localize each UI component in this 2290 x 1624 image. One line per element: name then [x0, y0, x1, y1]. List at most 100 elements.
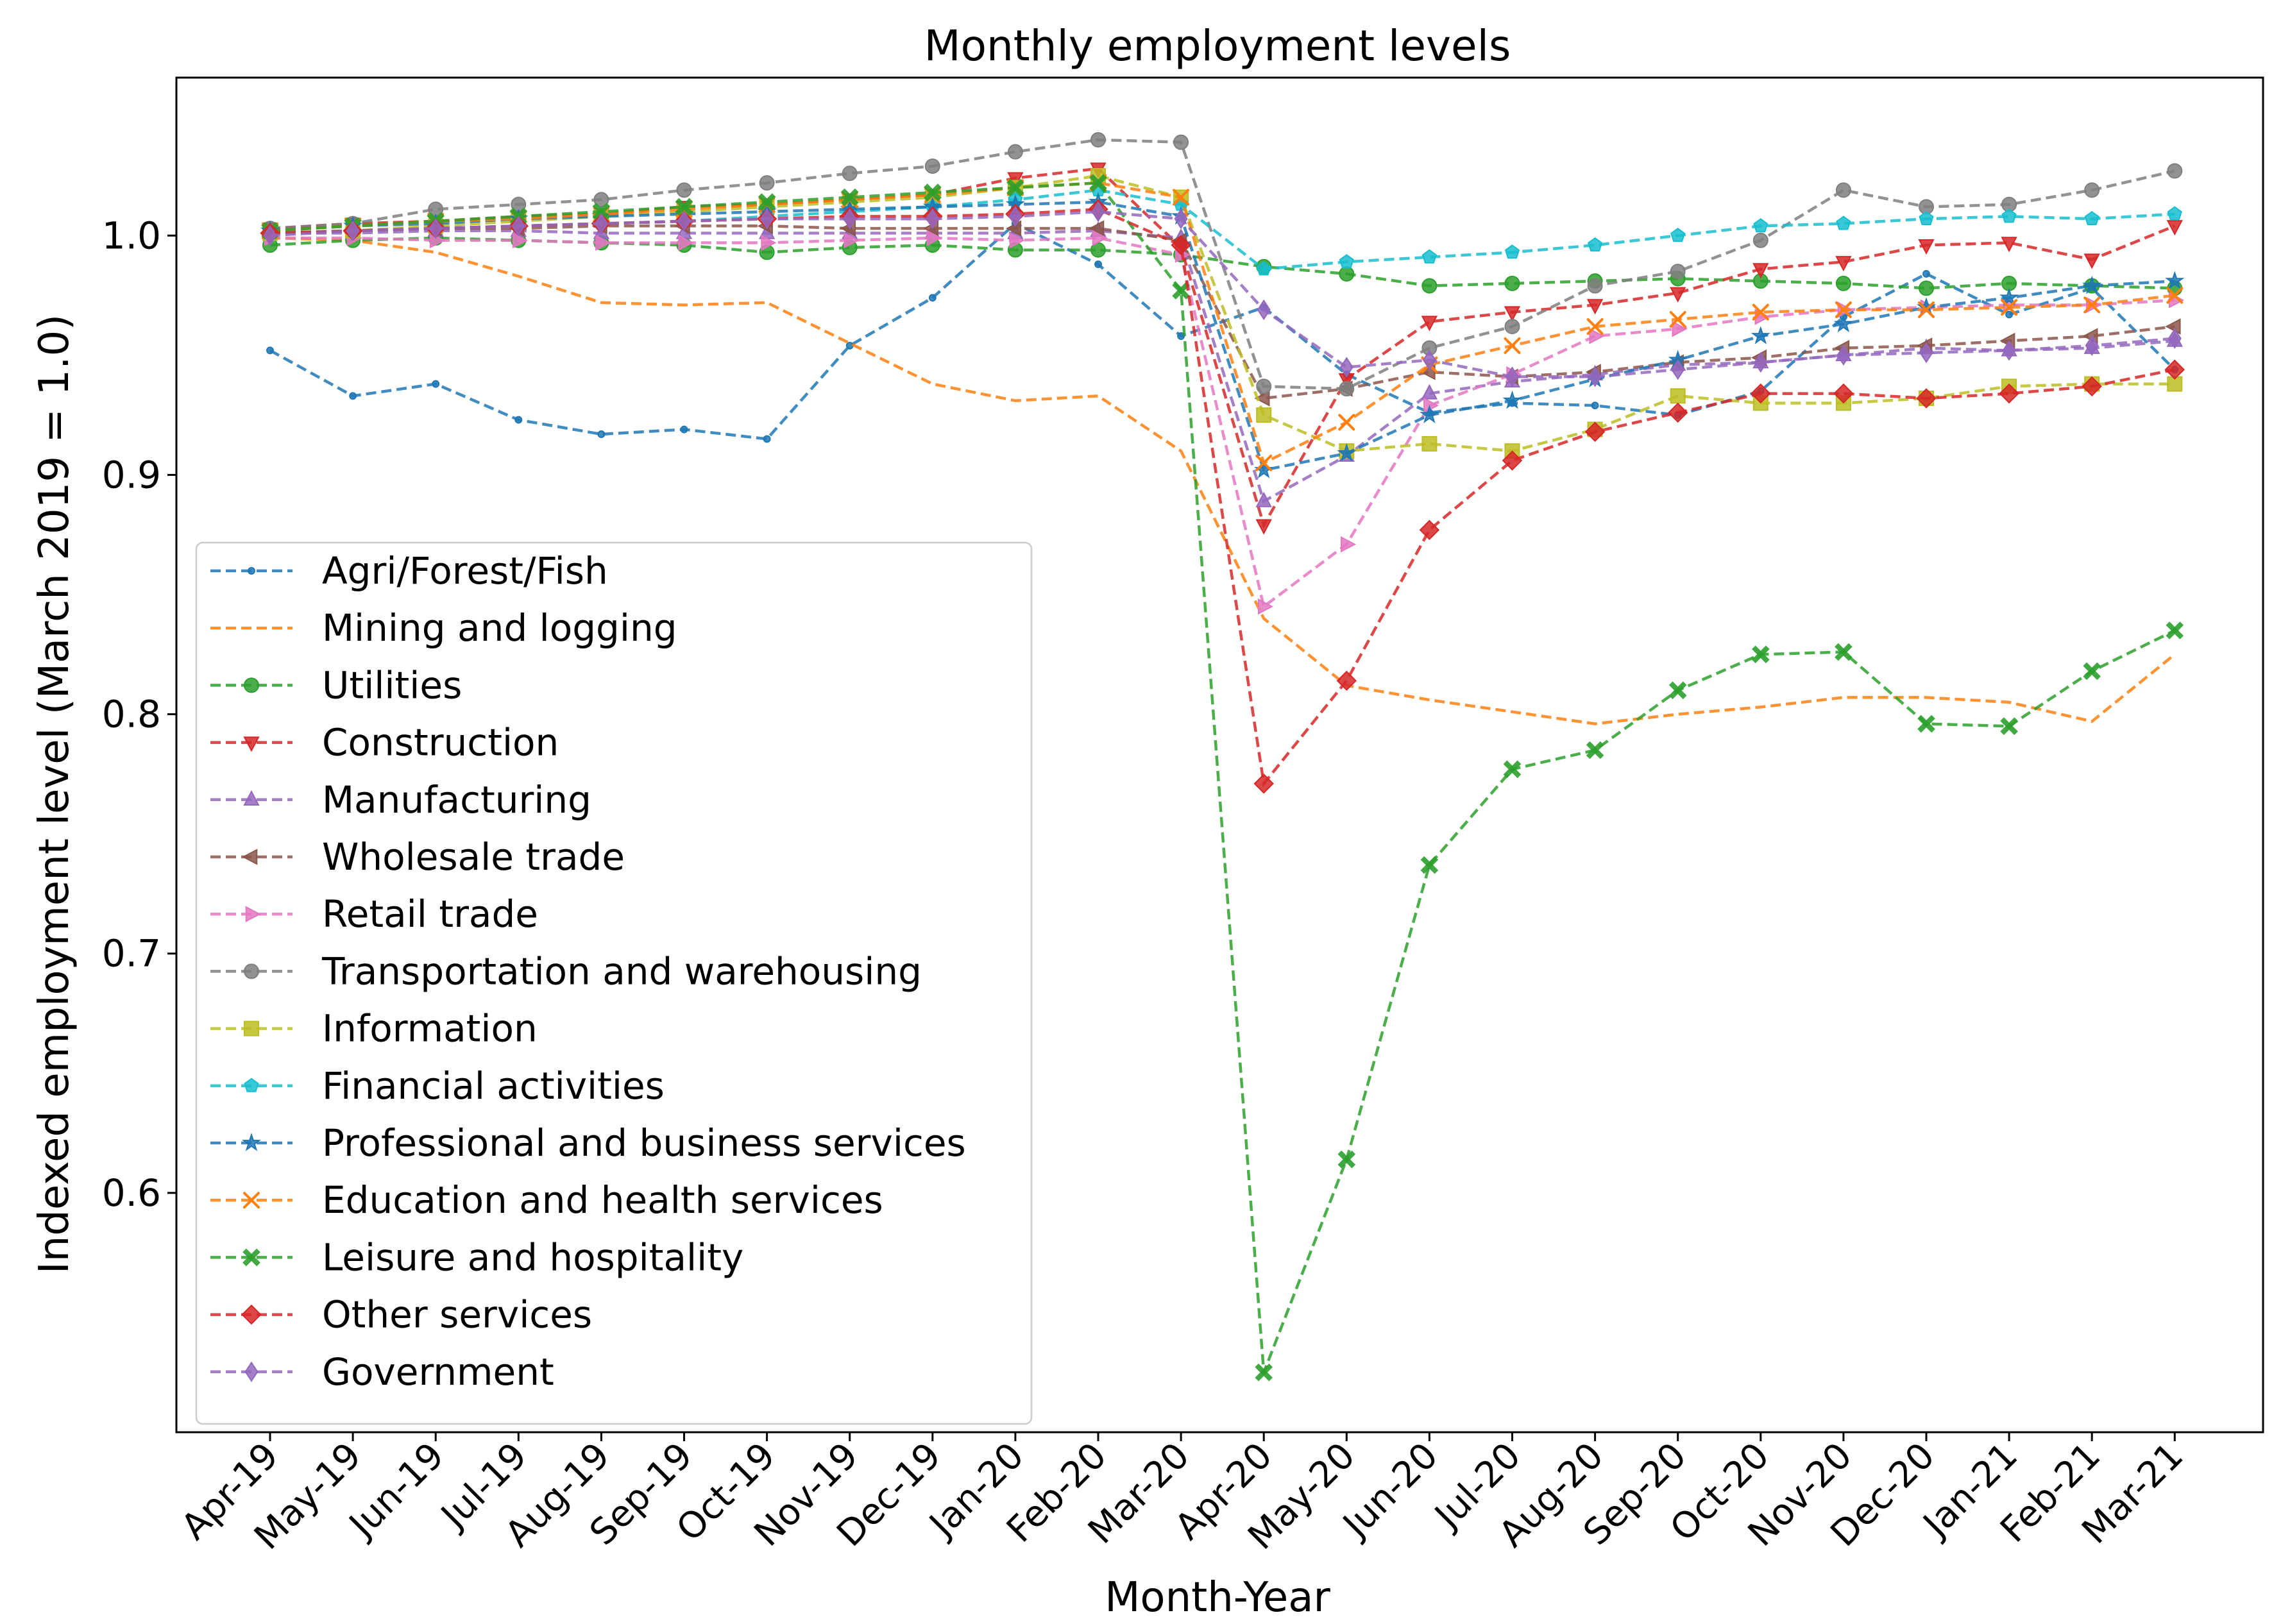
- data-point-6-8: [926, 230, 942, 246]
- series-line-1: [269, 236, 2176, 725]
- data-point-10-19: [1833, 314, 1853, 333]
- data-point-4-12: [1255, 491, 1272, 507]
- data-point-7-5: [676, 182, 692, 198]
- data-point-6-6: [761, 234, 777, 251]
- data-point-6-10: [1092, 230, 1108, 246]
- data-point-10-23: [2165, 271, 2185, 289]
- data-point-12-12: [1255, 1363, 1273, 1382]
- data-point-0-11: [1177, 332, 1185, 340]
- series-1: [269, 236, 2176, 725]
- data-point-11-12: [1255, 454, 1273, 471]
- data-point-13-14: [1419, 520, 1440, 540]
- data-point-11-17-stroke: [1669, 310, 1686, 328]
- data-point-9-19: [1836, 216, 1851, 230]
- data-point-5-10: [1089, 220, 1105, 237]
- data-point-5-9: [1006, 220, 1022, 237]
- data-point-12-13: [1337, 1150, 1356, 1169]
- data-point-2-15: [1504, 275, 1520, 291]
- series-line-14: [269, 210, 2175, 378]
- data-point-7-19: [1835, 182, 1851, 198]
- data-point-0-5: [680, 425, 688, 434]
- data-point-8-12: [1256, 407, 1272, 423]
- data-point-12-23-stroke: [2166, 622, 2184, 639]
- data-point-3-23: [2166, 220, 2183, 236]
- data-point-11-11-stroke: [1173, 189, 1190, 206]
- data-point-12-9-stroke: [1006, 178, 1024, 197]
- data-point-14-15: [1505, 366, 1520, 387]
- data-point-14-14: [1422, 350, 1436, 371]
- data-point-3-9: [1007, 172, 1024, 188]
- data-point-9-15: [1504, 244, 1520, 259]
- series-line-5: [269, 224, 2175, 400]
- data-point-7-13: [1339, 381, 1355, 397]
- legend-item-0: Agri/Forest/Fish: [210, 549, 608, 593]
- data-point-12-7-stroke: [840, 188, 859, 207]
- y-tick-label-2: 0.8: [102, 693, 161, 736]
- legend-marker-14: [244, 1361, 259, 1382]
- data-point-11-23-stroke: [2166, 287, 2184, 304]
- data-point-3-21: [2001, 237, 2017, 253]
- x-axis-label: Month-Year: [1105, 1574, 1330, 1621]
- data-point-7-7: [842, 165, 858, 182]
- data-point-12-20: [1917, 715, 1935, 733]
- data-point-13-23: [2164, 359, 2185, 380]
- data-point-12-11-stroke: [1172, 282, 1190, 300]
- legend-item-1: Mining and logging: [210, 606, 677, 650]
- legend-item-6: Retail trade: [210, 892, 538, 936]
- data-point-13-16: [1584, 421, 1606, 442]
- data-point-12-11: [1172, 282, 1190, 300]
- data-point-11-23: [2166, 287, 2184, 304]
- data-point-0-6: [763, 435, 771, 443]
- data-point-6-9: [1009, 232, 1025, 249]
- data-point-12-19-stroke: [1835, 643, 1853, 661]
- data-point-3-15: [1504, 306, 1521, 322]
- legend-item-8: Information: [210, 1007, 538, 1051]
- data-point-3-14: [1421, 316, 1438, 332]
- data-point-14-17: [1671, 359, 1685, 380]
- data-point-8-14: [1421, 436, 1438, 452]
- data-point-12-17-stroke: [1668, 681, 1687, 700]
- data-point-12-7: [840, 188, 859, 207]
- data-point-3-20: [1918, 239, 1935, 255]
- legend-label-2: Utilities: [322, 663, 462, 707]
- data-point-10-15: [1502, 390, 1522, 409]
- data-point-11-13-stroke: [1338, 414, 1355, 431]
- series-line-4: [270, 229, 2175, 503]
- data-point-0-8: [928, 294, 937, 302]
- data-point-13-12: [1253, 774, 1274, 794]
- legend-marker-12-stroke: [242, 1248, 260, 1267]
- data-point-6-16: [1589, 328, 1605, 344]
- data-point-7-16: [1587, 278, 1603, 294]
- legend-item-5: Wholesale trade: [210, 835, 625, 879]
- data-point-2-19: [1835, 275, 1851, 291]
- data-point-12-10-stroke: [1089, 174, 1107, 192]
- data-point-0-0: [266, 346, 274, 355]
- legend-label-11: Education and health services: [322, 1178, 883, 1222]
- data-point-9-20: [1919, 210, 1934, 226]
- legend-marker-5: [242, 849, 258, 865]
- data-point-0-2: [432, 380, 440, 388]
- y-axis-label: Indexed employment level (March 2019 = 1…: [31, 314, 78, 1274]
- legend-marker-12: [242, 1248, 260, 1267]
- data-point-14-10: [1091, 201, 1105, 223]
- legend-box: [195, 541, 1033, 1425]
- data-point-13-13: [1336, 670, 1357, 691]
- data-point-14-7: [843, 208, 857, 230]
- data-point-11-15: [1504, 337, 1521, 354]
- data-point-7-15: [1504, 319, 1520, 335]
- data-point-12-18-stroke: [1751, 645, 1770, 664]
- legend-label-12: Leisure and hospitality: [322, 1235, 743, 1279]
- data-point-12-18: [1751, 645, 1770, 664]
- data-point-7-11: [1173, 134, 1189, 150]
- legend-marker-3: [243, 736, 260, 752]
- data-point-13-18: [1751, 383, 1771, 404]
- data-point-7-17: [1670, 264, 1686, 280]
- legend-marker-6: [245, 906, 261, 922]
- data-point-14-5: [677, 210, 691, 232]
- data-point-0-3: [514, 416, 523, 424]
- data-point-3-18: [1752, 263, 1769, 279]
- series-line-12: [269, 181, 2176, 1373]
- data-point-0-16: [1591, 402, 1599, 410]
- data-point-5-12: [1254, 390, 1270, 407]
